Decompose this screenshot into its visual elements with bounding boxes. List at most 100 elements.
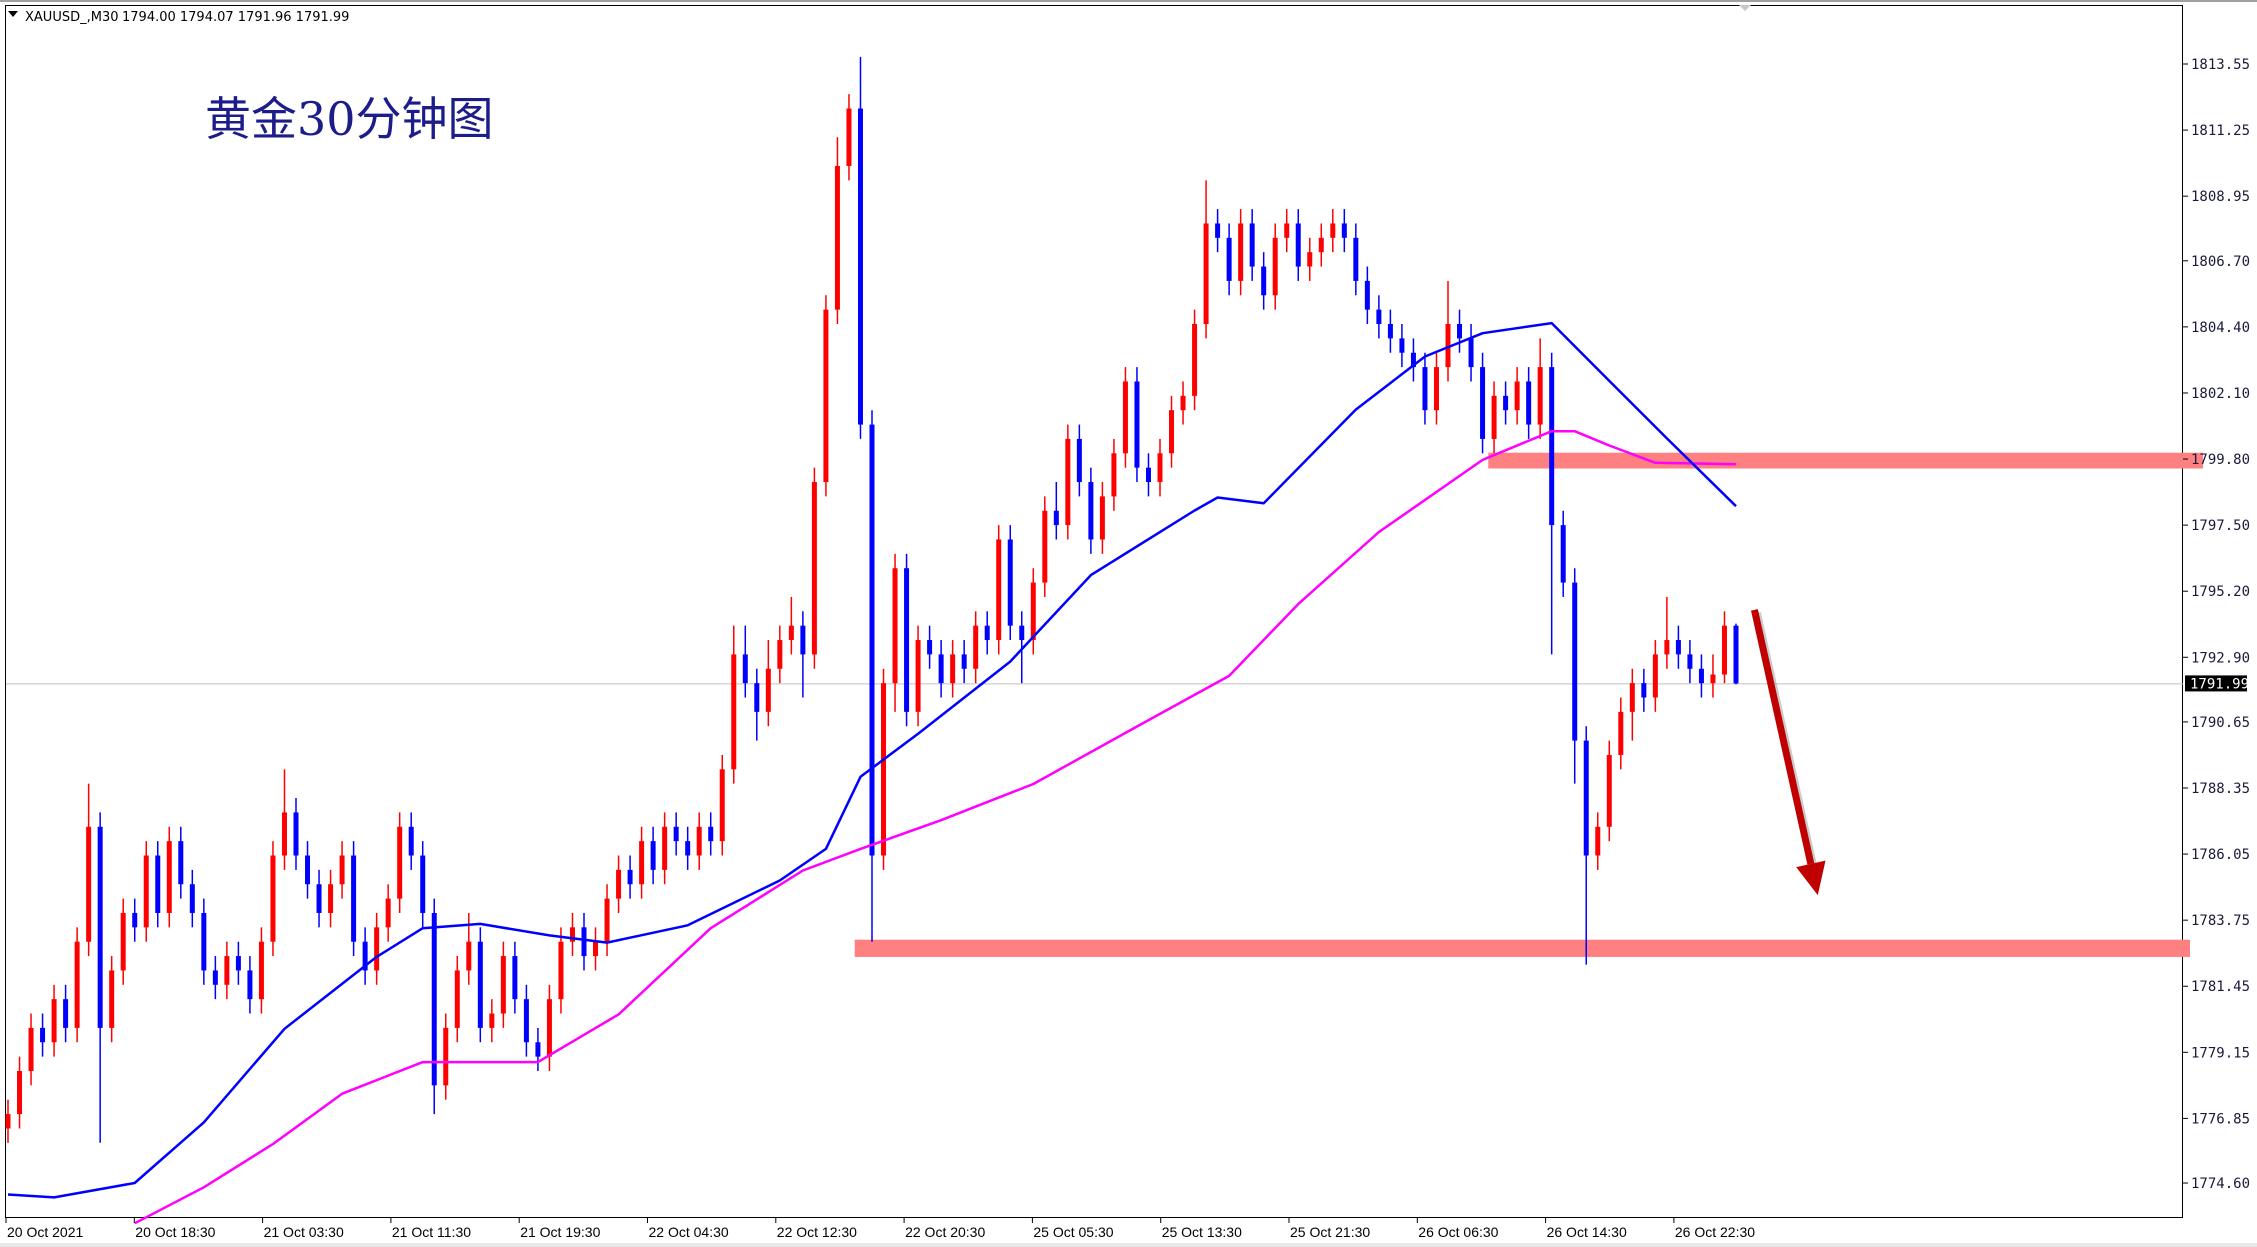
candle-body (1364, 280, 1370, 310)
candle-body (1503, 395, 1509, 411)
candle (1065, 424, 1071, 540)
candle (1111, 438, 1117, 511)
candle-body (558, 941, 564, 1000)
candle (189, 869, 195, 928)
candle-body (1030, 582, 1036, 641)
candle-body (1330, 223, 1336, 238)
candle (247, 956, 253, 1014)
candle-body (800, 625, 806, 655)
price-axis[interactable]: 1813.55 1811.25 1808.95 1806.70 1804.40 1802.… (2183, 57, 2250, 1192)
candle-body (1387, 324, 1393, 339)
collapse-triangle-icon[interactable] (8, 11, 18, 17)
candle-body (1145, 467, 1151, 483)
candle-body (1192, 324, 1198, 396)
candle-body (143, 855, 149, 928)
candle (385, 884, 391, 942)
candle (1733, 623, 1739, 685)
candle (362, 927, 368, 985)
candle (1157, 438, 1163, 497)
candle-body (1675, 640, 1681, 655)
candle (558, 927, 564, 1014)
time-tick-label: 25 Oct 05:30 (1033, 1224, 1113, 1240)
candle (1353, 223, 1359, 296)
resistance-zone[interactable] (1488, 452, 2203, 469)
candle-body (1180, 395, 1186, 411)
candle (489, 999, 495, 1043)
candle-body (1445, 324, 1451, 368)
candle-body (247, 970, 253, 1000)
candle-body (1433, 367, 1439, 411)
candle-body (212, 970, 218, 985)
candle-body (362, 941, 368, 971)
candle-body (1457, 324, 1463, 339)
candle-body (1572, 582, 1578, 741)
time-tick-label: 21 Oct 03:30 (264, 1224, 344, 1240)
candle-body (1249, 223, 1255, 267)
candle (1053, 482, 1059, 540)
time-axis[interactable]: 20 Oct 2021 20 Oct 18:30 21 Oct 03:30 21 Oc… (0, 1218, 2257, 1247)
time-tick-label: 20 Oct 2021 (7, 1224, 83, 1240)
candle (339, 841, 345, 899)
candle-body (569, 927, 575, 942)
current-price-label: 1791.99 (2190, 676, 2249, 692)
candle-body (673, 826, 679, 842)
candle-body (731, 654, 737, 770)
candle-body (708, 826, 714, 842)
candle (1376, 295, 1382, 339)
time-tick-label: 25 Oct 13:30 (1162, 1224, 1242, 1240)
candle-body (431, 912, 437, 1086)
trend-arrow[interactable] (1751, 609, 1826, 896)
moving-averages (7, 321, 1737, 1225)
candle-body (1422, 367, 1428, 411)
candle (28, 1013, 34, 1086)
candle (581, 912, 587, 971)
candle-body (754, 683, 760, 712)
candle (86, 783, 92, 957)
candle-body (1549, 367, 1555, 526)
candle-body (351, 855, 357, 942)
candle (1721, 611, 1727, 684)
candle (374, 912, 380, 985)
candle-body (178, 841, 184, 885)
candle-body (1560, 525, 1566, 583)
candle-body (742, 654, 748, 684)
candle (1595, 812, 1601, 870)
scroll-marker-icon[interactable] (1739, 5, 1751, 11)
candle-body (1537, 367, 1543, 425)
candle (788, 596, 794, 655)
candle-body (1687, 654, 1693, 669)
candle-body (1272, 237, 1278, 296)
candle (1445, 280, 1451, 382)
candle-body (466, 941, 472, 971)
candle-body (5, 1114, 11, 1129)
candle-body (765, 668, 771, 712)
candle (1468, 324, 1474, 382)
candle-body (293, 812, 299, 856)
candle-body (1284, 223, 1290, 238)
candle (1664, 596, 1670, 669)
price-tick-label: 1788.35 (2191, 781, 2250, 797)
support-zone[interactable] (854, 939, 2190, 957)
candle (1710, 654, 1716, 698)
candle (1514, 367, 1520, 425)
candle (811, 467, 817, 669)
candle-body (685, 841, 691, 856)
price-tick-label: 1802.10 (2191, 386, 2250, 402)
candle-body (408, 826, 414, 856)
candle-body (17, 1070, 23, 1115)
candle-body (189, 884, 195, 913)
candle (1249, 209, 1255, 281)
candle (904, 553, 910, 727)
candle-body (535, 1042, 541, 1057)
candle (1652, 640, 1658, 712)
candle-body (1076, 438, 1082, 483)
time-tick-label: 22 Oct 12:30 (777, 1224, 857, 1240)
candle (1180, 381, 1186, 425)
candle (523, 984, 529, 1057)
price-tick-label: 1804.40 (2191, 320, 2250, 336)
candle-body (938, 654, 944, 684)
candle (120, 898, 126, 985)
candle-body (1295, 223, 1301, 267)
candle-body (927, 640, 933, 655)
